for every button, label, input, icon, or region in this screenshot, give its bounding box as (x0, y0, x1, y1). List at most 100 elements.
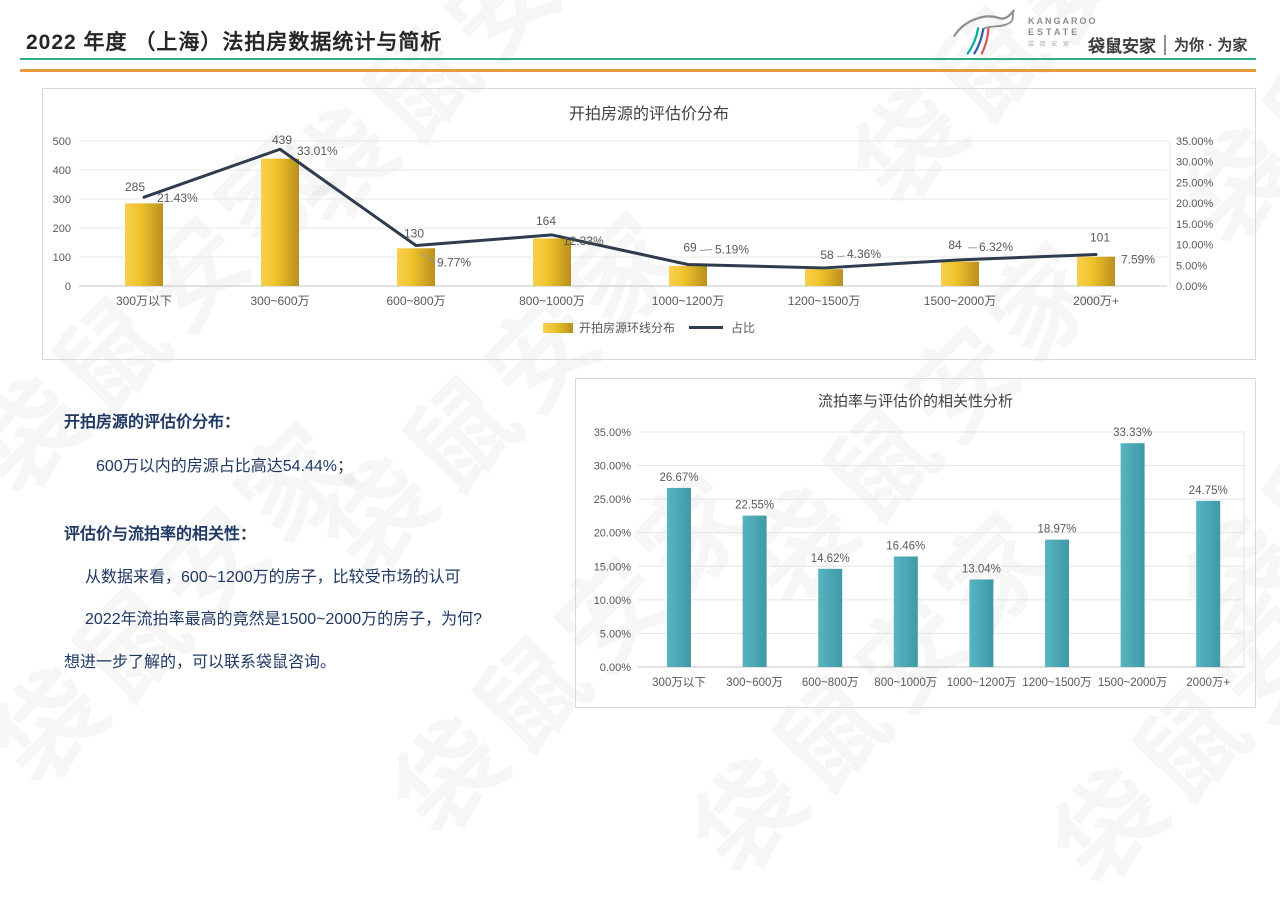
svg-text:600~800万: 600~800万 (802, 677, 859, 689)
legend-line-swatch-icon (689, 326, 723, 329)
svg-text:6.32%: 6.32% (979, 240, 1013, 254)
svg-text:2000万+: 2000万+ (1073, 294, 1119, 308)
svg-text:1200~1500万: 1200~1500万 (788, 294, 860, 308)
logo-text-block: KANGAROO ESTATE 袋 鼠 安 家 (1028, 16, 1098, 48)
chart1-svg: 500 400 300 200 100 0 35.00% 30.00% 25.00% 20.00%… (53, 133, 1214, 308)
ratio-line (142, 147, 1098, 270)
bar (805, 269, 843, 286)
svg-text:800~1000万: 800~1000万 (874, 677, 937, 689)
chart2-category-labels: 300万以下 300~600万 600~800万 800~1000万 1000~1200… (652, 676, 1230, 689)
svg-text:58: 58 (820, 248, 834, 262)
note-heading-2: 评估价与流拍率的相关性： (64, 526, 257, 543)
svg-text:285: 285 (125, 180, 145, 194)
note-body-1: 600万以内的房源占比高达54.44%； (96, 458, 353, 475)
note-heading-1: 开拍房源的评估价分布： (64, 414, 241, 431)
bar (669, 265, 707, 286)
svg-text:800~1000万: 800~1000万 (519, 294, 585, 308)
kangaroo-head-stroke (983, 9, 1015, 30)
chart1-axis-ticks: 500 400 300 200 100 0 35.00% 30.00% 25.00% 20.00%… (53, 136, 1214, 293)
bar (125, 203, 163, 286)
header-rule-green (20, 58, 1256, 60)
svg-text:300: 300 (53, 194, 71, 206)
note-body-4: 想进一步了解的，可以联系袋鼠咨询。 (64, 654, 337, 671)
bar (397, 248, 435, 286)
bar (1045, 539, 1069, 667)
svg-text:4.36%: 4.36% (847, 247, 881, 261)
svg-text:33.33%: 33.33% (1113, 427, 1152, 439)
svg-text:15.00%: 15.00% (594, 561, 632, 573)
svg-text:69: 69 (683, 240, 697, 254)
bar (1120, 443, 1145, 667)
bar (969, 579, 994, 667)
logo-text-cn: 袋 鼠 安 家 (1028, 42, 1072, 48)
chart1-data-labels: 285 439 130 164 69 58 84 101 21.43% 33.01% 9.77% 12… (125, 133, 1155, 269)
svg-text:1000~1200万: 1000~1200万 (947, 677, 1016, 689)
chart1-category-labels: 300万以下 300~600万 600~800万 800~1000万 1000~1200… (116, 294, 1119, 308)
svg-text:0.00%: 0.00% (600, 662, 631, 674)
bar (1196, 500, 1221, 667)
svg-text:16.46%: 16.46% (886, 540, 925, 552)
svg-text:600~800万: 600~800万 (386, 294, 445, 308)
svg-text:30.00%: 30.00% (594, 461, 632, 473)
chart1-title: 开拍房源的评估价分布 (568, 106, 729, 123)
svg-text:5.00%: 5.00% (1176, 260, 1207, 272)
svg-text:10.00%: 10.00% (594, 595, 632, 607)
logo-streak-blue (973, 27, 985, 55)
svg-text:13.04%: 13.04% (962, 563, 1001, 575)
svg-text:300~600万: 300~600万 (250, 294, 309, 308)
svg-text:35.00%: 35.00% (594, 427, 632, 439)
kangaroo-icon (953, 9, 1015, 55)
svg-text:500: 500 (53, 136, 71, 148)
svg-text:1500~2000万: 1500~2000万 (924, 294, 996, 308)
svg-text:100: 100 (53, 252, 71, 264)
svg-text:21.43%: 21.43% (157, 191, 198, 205)
chart-card-price-distribution: 开拍房源的评估价分布 500 400 300 200 100 0 35.00% 30.00% 2… (42, 88, 1256, 360)
page-title: 2022 年度 （上海）法拍房数据统计与简析 (26, 31, 443, 54)
legend-bar-label: 开拍房源环线分布 (578, 321, 675, 335)
brand-name: 袋鼠安家 (1088, 37, 1156, 56)
svg-text:26.67%: 26.67% (659, 472, 698, 484)
svg-text:10.00%: 10.00% (1176, 240, 1214, 252)
logo-text-kangaroo: KANGAROO (1028, 16, 1098, 26)
svg-text:30.00%: 30.00% (1176, 157, 1214, 169)
svg-text:101: 101 (1090, 231, 1110, 245)
svg-text:130: 130 (404, 227, 424, 241)
svg-text:84: 84 (948, 238, 962, 252)
bar (893, 556, 918, 667)
svg-text:1000~1200万: 1000~1200万 (652, 294, 724, 308)
bar (941, 261, 979, 286)
svg-text:15.00%: 15.00% (1176, 219, 1214, 231)
chart-card-failure-rate: 流拍率与评估价的相关性分析 35.00% 30.00% 25.00% 20.00% 15… (575, 378, 1256, 708)
logo-streak-teal (966, 27, 980, 55)
bar (533, 238, 571, 286)
chart2-axis-ticks: 35.00% 30.00% 25.00% 20.00% 15.00% 10.00% 5.00… (594, 427, 632, 674)
kangaroo-body-stroke (953, 9, 1015, 37)
legend-line-label: 占比 (731, 321, 756, 335)
bar (1077, 256, 1115, 286)
chart1-legend: 开拍房源环线分布 占比 (43, 319, 1255, 336)
svg-text:9.77%: 9.77% (437, 256, 471, 270)
svg-text:20.00%: 20.00% (1176, 198, 1214, 210)
svg-text:24.75%: 24.75% (1189, 485, 1228, 497)
chart2-title: 流拍率与评估价的相关性分析 (817, 393, 1013, 410)
note-body-3: 2022年流拍率最高的竟然是1500~2000万的房子，为何? (85, 611, 483, 628)
svg-text:200: 200 (53, 223, 71, 235)
chart2-bar-series (667, 443, 1221, 667)
chart1-bar-series (125, 158, 1115, 286)
watermark-text: 袋鼠安家 (0, 398, 381, 807)
svg-text:0: 0 (65, 281, 71, 293)
chart1-gridlines (79, 140, 1171, 287)
svg-text:164: 164 (536, 214, 556, 228)
svg-text:33.01%: 33.01% (297, 144, 338, 158)
svg-text:12.33%: 12.33% (563, 234, 604, 248)
svg-text:35.00%: 35.00% (1176, 136, 1214, 148)
svg-text:20.00%: 20.00% (594, 528, 632, 540)
svg-text:0.00%: 0.00% (1176, 281, 1207, 293)
svg-text:439: 439 (272, 133, 292, 147)
svg-text:400: 400 (53, 165, 71, 177)
bar (742, 515, 767, 667)
brand-divider (1164, 34, 1166, 55)
svg-text:300万以下: 300万以下 (116, 294, 172, 308)
svg-text:1200~1500万: 1200~1500万 (1022, 677, 1091, 689)
bar (261, 158, 299, 286)
